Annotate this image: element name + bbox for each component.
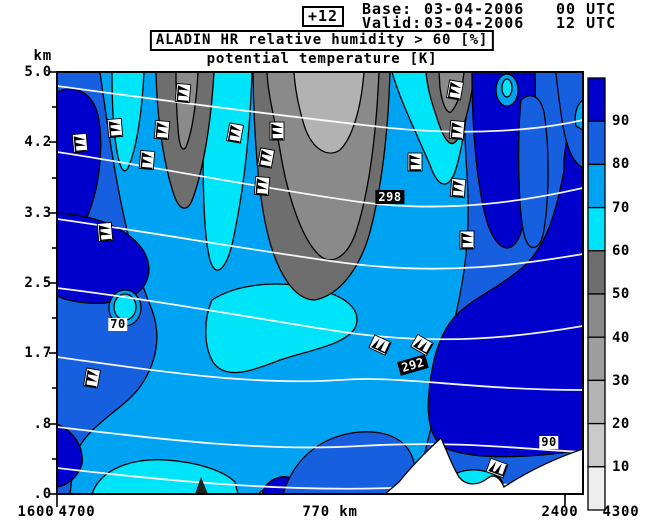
y-axis-ticks xyxy=(49,71,57,495)
wind-barb-icon xyxy=(174,82,192,104)
colorbar-label: 90 xyxy=(612,113,630,129)
x-axis-ticks xyxy=(56,494,566,507)
y-tick-label: 2.5 xyxy=(24,275,52,291)
x-tick-label: 4300 xyxy=(602,504,640,520)
wind-barb-icon xyxy=(106,117,124,139)
wind-barb-icon xyxy=(82,367,102,389)
y-tick-label: .8 xyxy=(33,416,52,432)
theta-contours-layer xyxy=(57,85,583,490)
chart-subtitle: potential temperature [K] xyxy=(206,51,438,67)
x-tick-label: 1600 xyxy=(17,504,55,520)
colorbar-label: 60 xyxy=(612,243,630,259)
y-tick-label: 5.0 xyxy=(24,64,52,80)
base-label: Base: xyxy=(362,0,413,18)
rh-contour-label-70: 70 xyxy=(108,317,128,331)
colorbar-label: 70 xyxy=(612,200,630,216)
wind-barb-icon xyxy=(445,79,465,101)
y-tick-label: 3.3 xyxy=(24,205,52,221)
base-date: 03-04-2006 xyxy=(424,0,525,18)
colorbar-label: 10 xyxy=(612,459,630,475)
y-axis-unit: km xyxy=(33,48,52,64)
valid-date: 03-04-2006 xyxy=(424,14,525,32)
wind-barb-icon xyxy=(138,149,156,171)
base-time: 00 UTC xyxy=(556,0,617,18)
colorbar-label: 40 xyxy=(612,330,630,346)
lead-time-badge: +12 xyxy=(302,6,345,27)
wind-barb-icon xyxy=(269,121,285,141)
wind-barb-icon xyxy=(153,119,171,141)
y-tick-label: 1.7 xyxy=(24,345,52,361)
wind-barb-icon xyxy=(256,147,276,169)
colorbar-label: 80 xyxy=(612,156,630,172)
wind-barb-icon xyxy=(96,221,114,243)
chart-title: ALADIN HR relative humidity > 60 [%] xyxy=(149,30,495,51)
valid-time: 12 UTC xyxy=(556,14,617,32)
terrain xyxy=(195,436,583,494)
y-tick-label: 4.2 xyxy=(24,134,52,150)
wind-barb-icon xyxy=(253,175,271,197)
colorbar-label: 20 xyxy=(612,416,630,432)
wind-barb-icon xyxy=(225,122,245,144)
y-tick-label: .0 xyxy=(33,486,52,502)
x-tick-label: 770 km xyxy=(302,504,358,520)
valid-label: Valid: xyxy=(362,14,423,32)
wind-barb-icon xyxy=(71,132,89,154)
x-tick-label: 2400 xyxy=(541,504,579,520)
wind-barb-icon xyxy=(459,230,475,250)
theta-contour-label-298: 298 xyxy=(375,190,405,204)
colorbar xyxy=(587,77,606,511)
colorbar-label: 50 xyxy=(612,286,630,302)
wind-barb-icon xyxy=(449,177,467,199)
base-valid-block: Base: 03-04-2006 00 UTC Valid: 03-04-200… xyxy=(362,0,617,32)
rh-contour-label-90: 90 xyxy=(539,435,559,449)
colorbar-label: 30 xyxy=(612,373,630,389)
x-tick-label: 4700 xyxy=(58,504,96,520)
wind-barb-icon xyxy=(448,119,466,141)
wind-barb-icon xyxy=(407,152,423,172)
rh-fill-layer xyxy=(57,72,583,494)
